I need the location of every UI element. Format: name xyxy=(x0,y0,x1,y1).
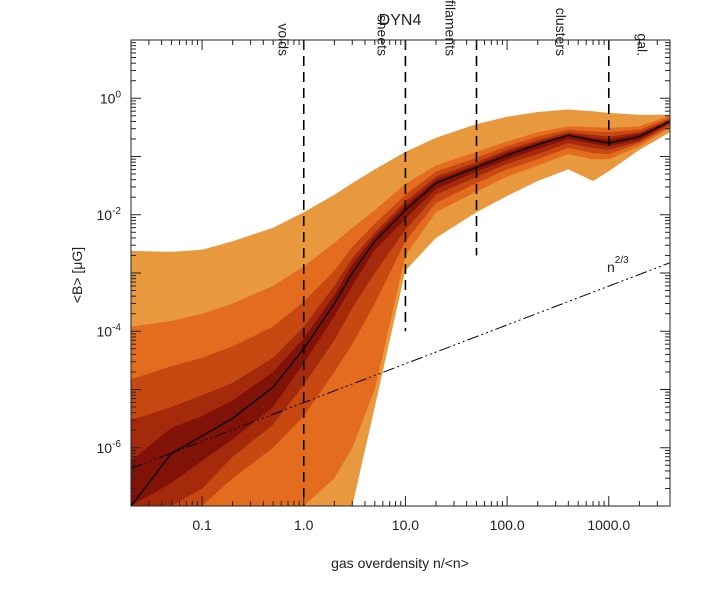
median-line xyxy=(131,120,670,506)
y-axis: 10-6 10-4 10-2 100 xyxy=(97,42,670,507)
plot-area xyxy=(131,40,670,506)
y-tick-label: 100 xyxy=(100,89,122,106)
x-tick-label: 1.0 xyxy=(294,517,314,533)
region-labels: voids sheets filaments clusters gal. xyxy=(276,0,651,56)
band-band-5 xyxy=(131,120,670,506)
y-axis-title: <B> [μG] xyxy=(69,247,85,303)
x-tick-label: 1000.0 xyxy=(587,517,630,533)
region-label-sheets: sheets xyxy=(374,15,390,56)
y-tick-label: 10-4 xyxy=(97,322,122,339)
region-label-clusters: clusters xyxy=(553,8,569,56)
reference-line-label-text: n2/3 xyxy=(607,255,629,275)
y-tick-label: 10-2 xyxy=(97,206,122,223)
reference-line xyxy=(131,262,670,469)
x-tick-label: 100.0 xyxy=(490,517,525,533)
x-axis-title: gas overdensity n/<n> xyxy=(331,555,469,571)
plot-frame xyxy=(130,39,671,507)
region-label-filaments: filaments xyxy=(442,0,458,56)
x-axis: 0.1 1.0 10.0 100.0 1000.0 xyxy=(130,40,671,533)
y-tick-label: 10-6 xyxy=(97,439,122,456)
x-tick-label: 0.1 xyxy=(192,517,212,533)
x-tick-label: 10.0 xyxy=(392,517,419,533)
region-label-gal: gal. xyxy=(635,33,651,56)
chart-title: DYN4 xyxy=(379,12,422,29)
region-label-voids: voids xyxy=(276,23,292,56)
reference-line-label: n2/3 xyxy=(607,255,629,275)
